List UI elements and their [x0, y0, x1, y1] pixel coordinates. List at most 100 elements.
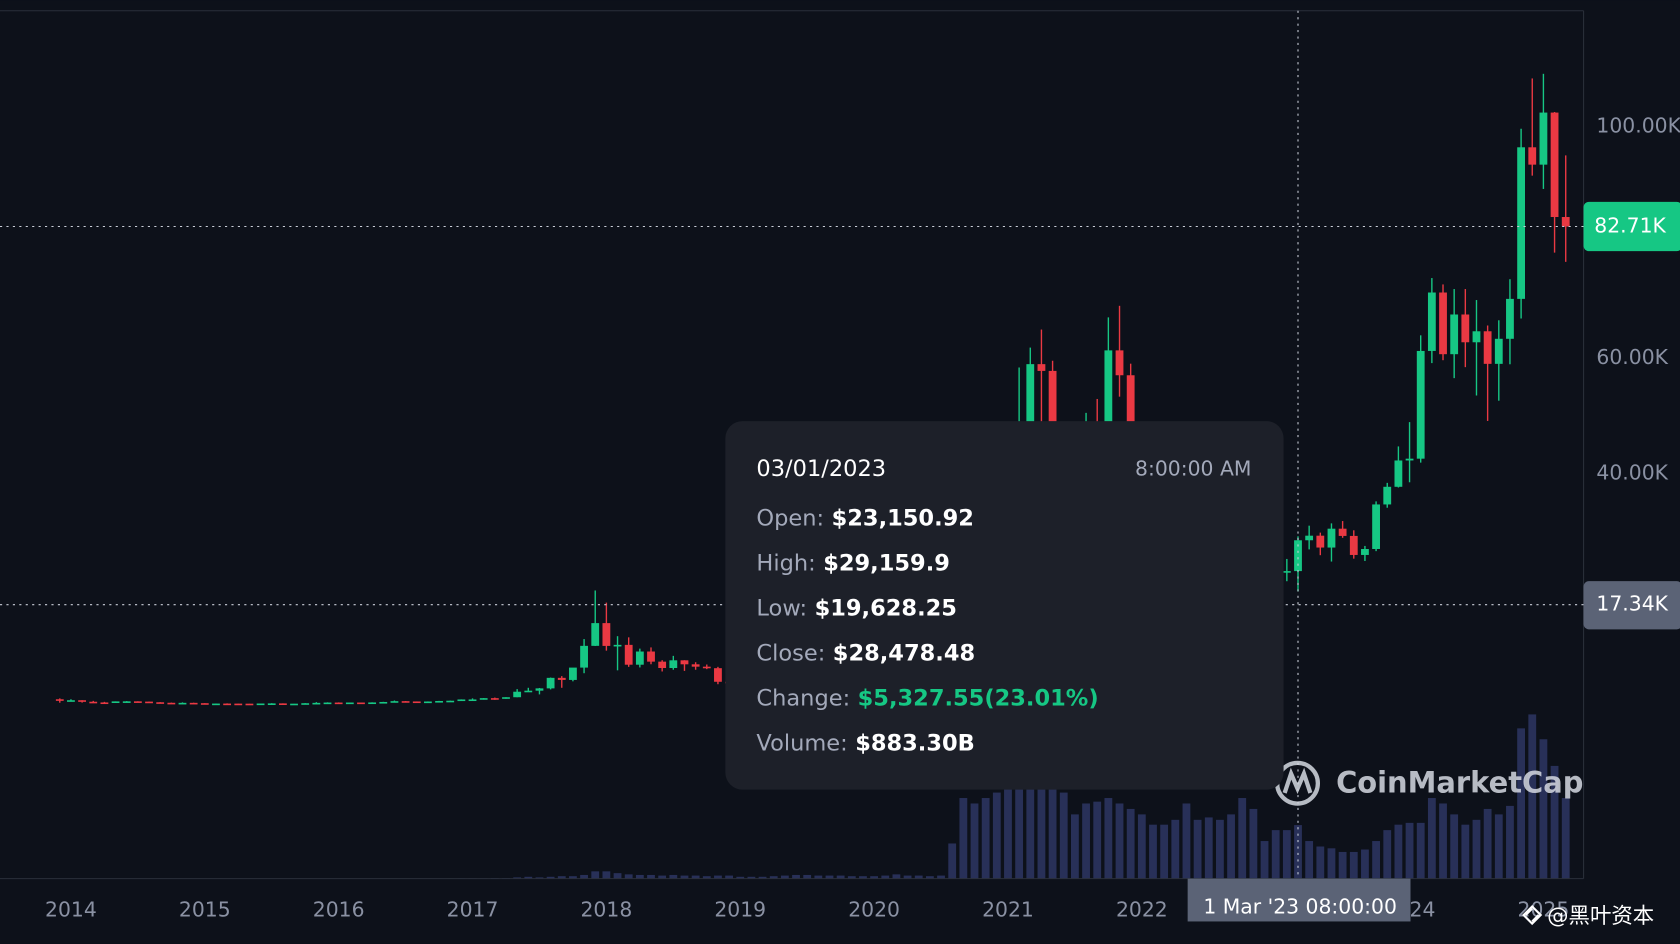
candle-body	[1316, 535, 1325, 548]
volume-bar	[1405, 822, 1414, 879]
volume-bar	[1539, 739, 1548, 879]
candle-body	[290, 703, 298, 706]
candle-body	[267, 703, 276, 705]
volume-bar	[937, 875, 945, 879]
y-tick-label: 60.00K	[1596, 345, 1668, 369]
x-tick-label: 2018	[580, 898, 632, 922]
volume-bar	[970, 803, 979, 879]
last-price-label: 82.71K	[1594, 213, 1666, 237]
volume-bar	[1294, 825, 1302, 879]
credit-icon	[1522, 904, 1543, 926]
candle-body	[457, 699, 466, 702]
candle-body	[1427, 292, 1436, 351]
crosshair-price-label: 17.34K	[1596, 592, 1668, 616]
volume-bar	[1048, 787, 1057, 879]
candle-body	[401, 701, 410, 703]
volume-bar	[602, 871, 611, 879]
tooltip-row-value: $19,628.25	[815, 595, 957, 621]
candle-body	[513, 691, 522, 698]
candle-body	[702, 666, 711, 669]
tooltip-box	[725, 421, 1284, 790]
volume-bar	[1059, 792, 1068, 879]
tooltip-row: Low: $19,628.25	[756, 595, 957, 621]
candle-body	[591, 623, 600, 646]
volume-bar	[1149, 824, 1157, 879]
candle-body	[1294, 540, 1302, 572]
candle-body	[1383, 486, 1392, 505]
volume-bar	[1517, 728, 1526, 879]
volume-bar	[1349, 851, 1358, 879]
volume-bar	[1204, 817, 1213, 879]
candle-body	[156, 702, 165, 704]
volume-bar	[1082, 803, 1090, 879]
volume-bar	[1227, 814, 1235, 879]
volume-bar	[1126, 808, 1135, 879]
candle-body	[1483, 331, 1492, 364]
x-tick-label: 2021	[982, 898, 1034, 922]
candle-body	[89, 701, 98, 704]
tooltip-row-value: $883.30B	[855, 730, 975, 756]
candle-body	[234, 703, 243, 706]
volume-bar	[1026, 787, 1035, 879]
candle-body	[1405, 458, 1414, 461]
candle-body	[1104, 350, 1113, 452]
candle-body	[435, 700, 443, 703]
volume-bar	[747, 876, 756, 879]
candle-body	[1550, 112, 1559, 218]
volume-bar	[658, 875, 667, 879]
tooltip-row-value: $23,150.92	[832, 505, 974, 531]
volume-bar	[859, 876, 867, 879]
volume-bar	[1361, 849, 1369, 879]
volume-bar	[635, 874, 644, 879]
volume-bar	[1070, 814, 1079, 879]
candle-body	[1450, 314, 1459, 355]
tooltip-row: Volume: $883.30B	[756, 730, 974, 756]
volume-bar	[1316, 846, 1325, 879]
volume-bar	[557, 876, 566, 879]
volume-bar	[814, 875, 823, 879]
candle-body	[602, 623, 611, 646]
candle-body	[1439, 292, 1447, 355]
x-tick-label: 2014	[45, 898, 97, 922]
tooltip-row: Change: $5,327.55(23.01%)	[756, 685, 1098, 711]
volume-bar	[780, 875, 789, 879]
tooltip-row-value: $5,327.55(23.01%)	[858, 685, 1099, 711]
candle-body	[569, 667, 577, 680]
volume-bar	[758, 876, 767, 879]
candle-body	[78, 700, 87, 702]
volume-bar	[1327, 848, 1336, 879]
tooltip-row-label: Change:	[756, 685, 850, 711]
candle-body	[490, 698, 499, 700]
candle-body	[312, 702, 321, 705]
candle-body	[624, 644, 633, 665]
tooltip-row-label: Low:	[756, 595, 807, 621]
candle-body	[122, 701, 131, 703]
volume-bar	[836, 875, 845, 879]
candle-body	[1539, 112, 1548, 165]
volume-bar	[1416, 822, 1425, 879]
volume-bar	[1282, 830, 1291, 879]
candle-body	[479, 698, 488, 700]
tooltip-row-value: $29,159.9	[823, 550, 950, 576]
watermark: CoinMarketCap	[1336, 765, 1583, 799]
volume-bar	[1528, 714, 1537, 879]
volume-bar	[736, 876, 745, 879]
candle-body	[345, 702, 354, 705]
volume-bar	[1383, 830, 1392, 879]
volume-bar	[870, 876, 879, 879]
tooltip-date: 03/01/2023	[756, 456, 886, 482]
tooltip: 03/01/2023 8:00:00 AM Open: $23,150.92 High:…	[725, 421, 1284, 790]
candle-body	[178, 702, 187, 705]
watermark-logo-mark	[1282, 767, 1313, 795]
candle-body	[535, 688, 544, 691]
candle-body	[468, 699, 477, 702]
volume-bar	[847, 876, 856, 879]
volume-bar	[1160, 824, 1169, 879]
candle-body	[67, 700, 75, 702]
crosshair-time-badge	[1187, 878, 1411, 922]
candle-body	[357, 702, 365, 705]
volume-bar	[647, 874, 655, 879]
candle-body	[412, 701, 421, 704]
candle-body	[145, 701, 153, 704]
